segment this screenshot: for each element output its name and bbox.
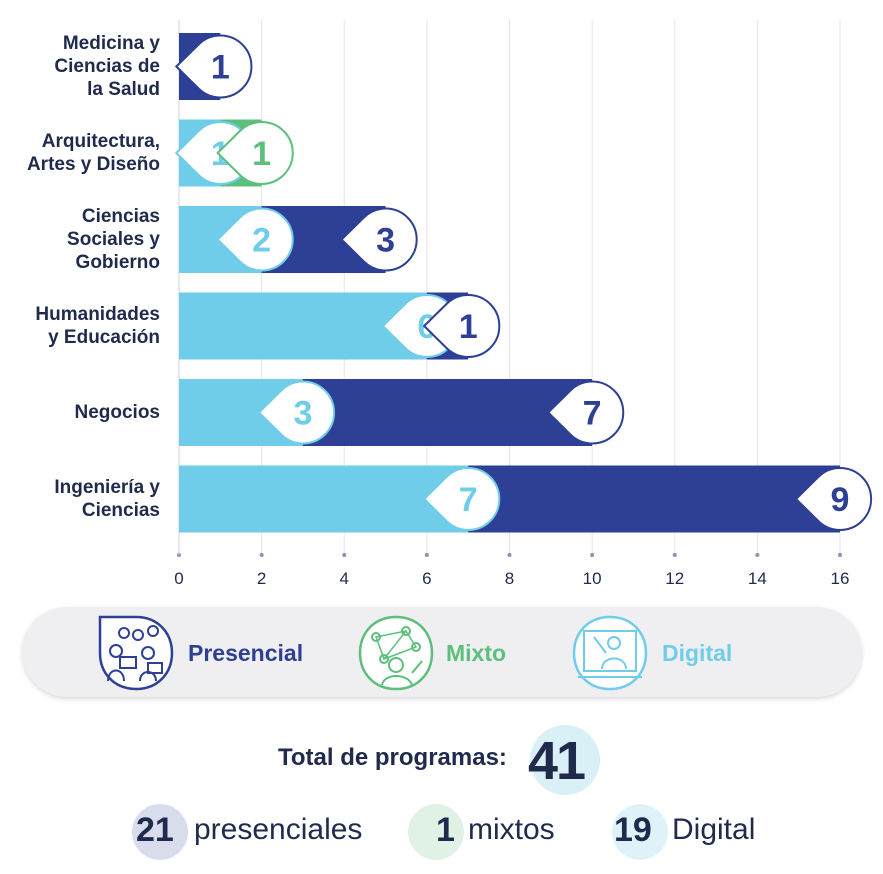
legend: Presencial Mixto Digital	[22, 607, 862, 697]
badge-shape	[340, 207, 418, 272]
bar-presencial	[302, 379, 593, 446]
data-label: 7	[459, 481, 478, 519]
data-label: 1	[252, 135, 271, 173]
presencial-bubble	[132, 804, 188, 860]
data-label: 1	[211, 49, 230, 87]
bar-presencial	[468, 465, 840, 533]
presencial-count: 21	[136, 811, 174, 849]
mixtos-text: mixtos	[468, 813, 555, 846]
tick-mark	[259, 553, 264, 557]
x-tick-label: 16	[831, 569, 850, 588]
value-badge-presencial: 3	[340, 207, 418, 272]
category-label: Negocios	[74, 402, 160, 423]
digital-text: Digital	[672, 813, 756, 846]
badge-shape	[794, 467, 873, 531]
value-badge-mixto: 1	[216, 121, 294, 185]
category-label: Humanidades y Educación	[35, 304, 160, 348]
x-tick-label: 8	[505, 569, 514, 588]
category-label: Arquitectura, Artes y Diseño	[26, 131, 160, 175]
data-label: 2	[252, 222, 271, 260]
bar-chart: 024681012141611123613779	[174, 20, 873, 588]
digital-bubble	[612, 804, 668, 860]
data-label: 3	[376, 222, 395, 260]
legend-presencial-label: Presencial	[188, 640, 304, 666]
network-person-icon	[358, 615, 434, 691]
total-bubble	[530, 725, 600, 795]
legend-digital-label: Digital	[662, 640, 733, 666]
category-label: Ciencias Sociales y Gobierno	[67, 206, 160, 273]
category-label: Ingeniería y Ciencias	[54, 477, 160, 521]
tick-mark	[590, 553, 595, 557]
data-label: 3	[293, 395, 312, 433]
presencial-text: presenciales	[194, 813, 363, 846]
tick-mark	[755, 553, 760, 557]
legend-mixto-label: Mixto	[446, 640, 507, 666]
people-meeting-icon	[98, 615, 174, 691]
online-teacher-icon	[572, 615, 648, 691]
x-tick-label: 14	[748, 569, 767, 588]
tick-mark	[838, 553, 842, 557]
mixtos-bubble	[408, 804, 464, 860]
x-tick-label: 0	[174, 569, 183, 588]
badge-shape	[546, 380, 625, 445]
value-badge-presencial: 1	[422, 294, 501, 358]
digital-count: 19	[614, 811, 652, 849]
tick-mark	[507, 553, 512, 557]
tick-mark	[342, 553, 347, 557]
total-value: 41	[528, 731, 586, 791]
badge-shape	[216, 121, 294, 185]
value-badge-presencial: 9	[794, 467, 873, 531]
x-tick-label: 6	[422, 569, 431, 588]
total-label: Total de programas:	[278, 744, 507, 771]
bar-digital	[179, 465, 469, 533]
data-label: 9	[831, 481, 850, 519]
badge-shape	[422, 294, 501, 358]
x-tick-label: 2	[257, 569, 266, 588]
category-label: Medicina y Ciencias de la Salud	[54, 33, 160, 100]
x-tick-label: 10	[583, 569, 602, 588]
totals-section: Total de programas: 41 21 presenciales 1…	[0, 720, 883, 874]
badge-shape	[174, 34, 253, 99]
tick-mark	[672, 553, 677, 557]
badge-shape	[422, 467, 501, 531]
value-badge-presencial: 1	[174, 34, 253, 99]
value-badge-digital: 3	[257, 380, 336, 445]
value-badge-digital: 7	[422, 467, 501, 531]
value-badge-digital: 2	[216, 207, 294, 272]
badge-shape	[216, 207, 294, 272]
badge-shape	[257, 380, 336, 445]
x-tick-label: 12	[665, 569, 684, 588]
x-tick-label: 4	[340, 569, 349, 588]
value-badge-presencial: 7	[546, 380, 625, 445]
data-label: 1	[459, 308, 478, 346]
mixtos-count: 1	[436, 811, 455, 849]
tick-mark	[424, 553, 429, 557]
data-label: 7	[583, 395, 602, 433]
